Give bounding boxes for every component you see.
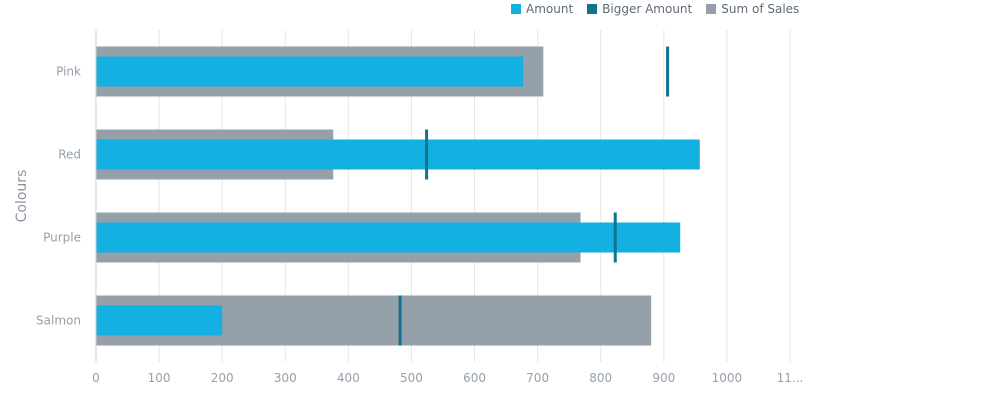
- category-label-pink: Pink: [56, 65, 81, 79]
- legend: Amount Bigger Amount Sum of Sales: [511, 2, 799, 16]
- category-label-purple: Purple: [43, 231, 81, 245]
- x-tick-label: 300: [274, 371, 297, 385]
- category-label-red: Red: [58, 148, 81, 162]
- bar-amount-pink: [96, 56, 524, 87]
- legend-swatch-bigger-amount: [587, 4, 598, 14]
- x-tick-label: 11...: [777, 371, 804, 385]
- x-tick-label: 0: [92, 371, 100, 385]
- x-tick-label: 200: [211, 371, 234, 385]
- x-tick-label: 600: [463, 371, 486, 385]
- x-tick-label: 1000: [712, 371, 743, 385]
- bar-amount-purple: [96, 222, 681, 253]
- legend-item-sum-of-sales[interactable]: Sum of Sales: [706, 2, 799, 16]
- x-tick-label: 800: [589, 371, 612, 385]
- y-axis-title: Colours: [14, 170, 30, 223]
- legend-swatch-amount: [511, 4, 521, 14]
- legend-label-sum-of-sales: Sum of Sales: [721, 2, 800, 16]
- legend-item-bigger-amount[interactable]: Bigger Amount: [587, 2, 692, 16]
- bar-amount-red: [96, 139, 700, 170]
- x-tick-label: 700: [526, 371, 549, 385]
- marker-bigger-amount-pink: [666, 46, 670, 97]
- category-label-salmon: Salmon: [36, 314, 81, 328]
- x-tick-label: 900: [652, 371, 675, 385]
- x-tick-label: 500: [400, 371, 423, 385]
- marker-bigger-amount-red: [425, 129, 429, 180]
- legend-item-amount[interactable]: Amount: [511, 2, 573, 16]
- bar-amount-salmon: [96, 305, 223, 336]
- marker-bigger-amount-purple: [613, 212, 617, 263]
- legend-label-bigger-amount: Bigger Amount: [602, 2, 693, 16]
- legend-swatch-sum-of-sales: [706, 4, 717, 14]
- x-tick-label: 100: [148, 371, 171, 385]
- marker-bigger-amount-salmon: [398, 295, 402, 346]
- x-tick-label: 400: [337, 371, 360, 385]
- legend-label-amount: Amount: [526, 2, 574, 16]
